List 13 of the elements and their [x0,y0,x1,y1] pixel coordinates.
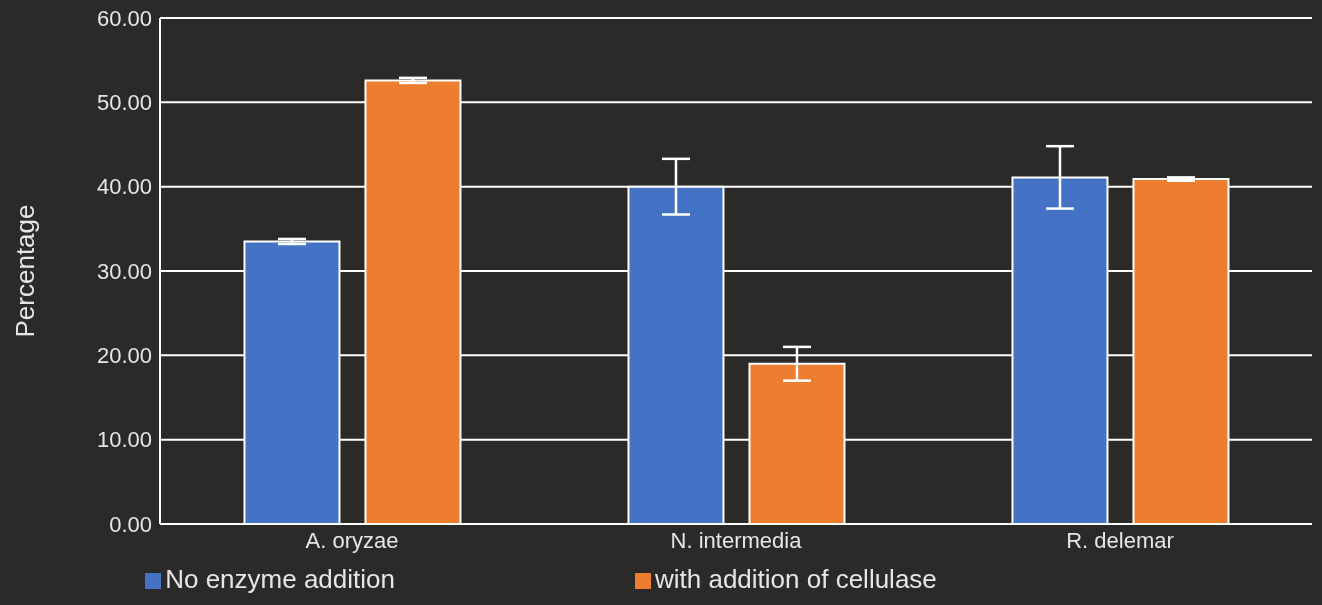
y-tick-label: 10.00 [96,427,152,453]
legend-label: No enzyme addition [165,564,395,594]
x-tick-label: R. delemar [1066,527,1174,553]
y-tick-label: 0.00 [109,511,152,537]
y-tick-label: 20.00 [96,343,152,369]
y-axis-title: Percentage [10,204,41,338]
legend-label: with addition of cellulase [654,564,937,594]
y-tick-label: 60.00 [96,5,152,31]
y-tick-label: 50.00 [96,90,152,116]
y-tick-label: 40.00 [96,174,152,200]
y-tick-label: 30.00 [96,258,152,284]
x-tick-label: N. intermedia [670,527,803,553]
x-tick-label: A. oryzae [305,527,399,553]
